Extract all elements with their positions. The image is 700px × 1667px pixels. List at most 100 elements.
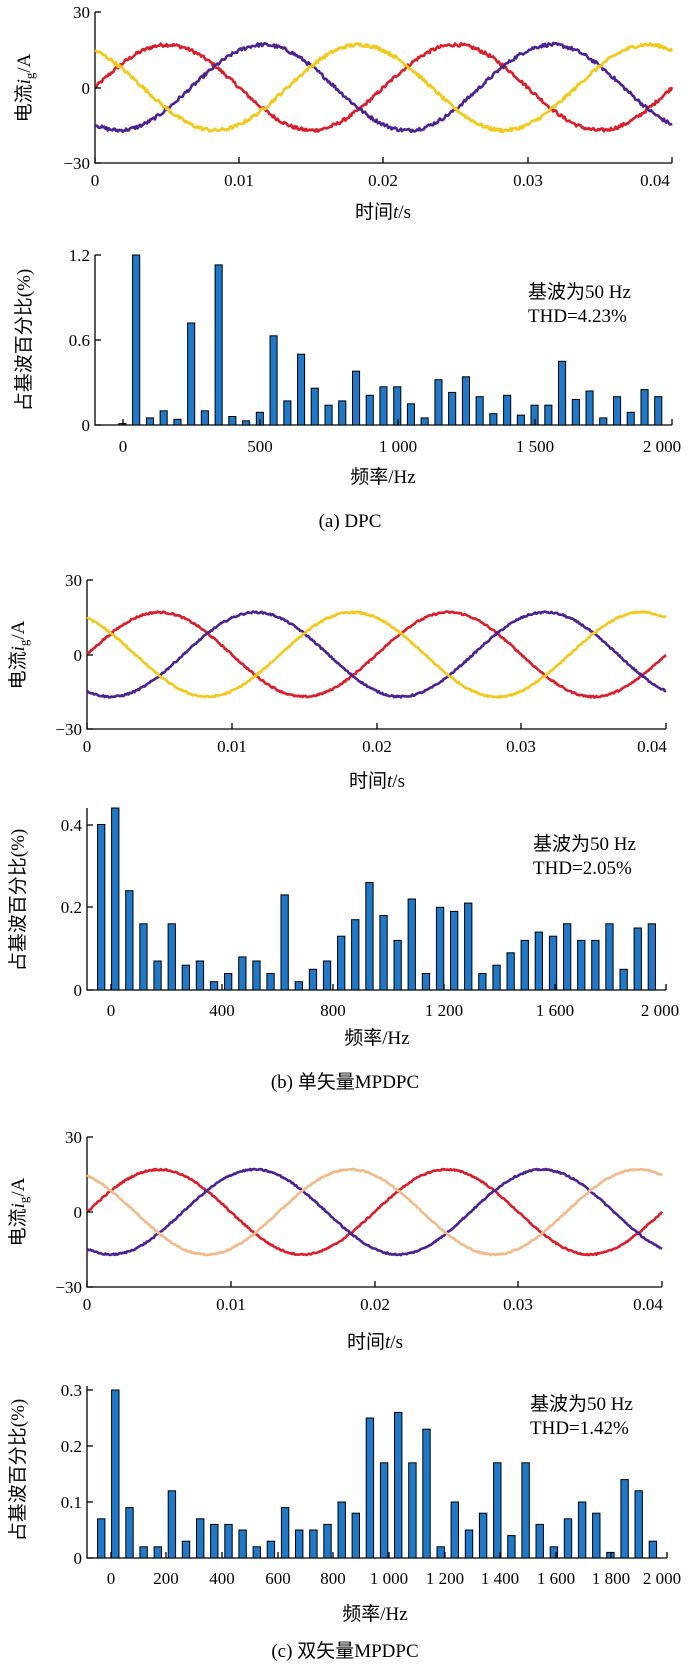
xtick-label: 0.04	[640, 171, 670, 190]
xtick-label: 0	[83, 737, 92, 756]
harmonic-ylabel-c: 占基波百分比(%)	[7, 1399, 29, 1541]
harmonic-bar	[634, 1490, 643, 1559]
harmonic-bar	[214, 264, 223, 426]
fundamental-note-a: 基波为50 Hz	[528, 281, 631, 303]
harmonic-bar	[434, 379, 443, 426]
current-ylabel-c: 电流ig/A	[7, 1177, 31, 1246]
harmonic-bar	[210, 1523, 219, 1559]
current-plot-b: 30 0 −30 0 0.01 0.02 0.03 0.04 电流ig/A 时间…	[7, 571, 667, 792]
harmonic-bar	[516, 414, 525, 426]
harmonic-xticks-c: 0 200 400 600 800 1 000 1 200 1 400 1 60…	[107, 1552, 681, 1588]
harmonic-plot-a: 1.2 0.6 0 0 500 1 000 1 500 2 000 占基波百分比…	[13, 246, 681, 488]
harmonic-bar	[224, 973, 233, 991]
panel-c: 30 0 −30 0 0.01 0.02 0.03 0.04 电流ig/A 时间…	[7, 1128, 681, 1662]
current-xlabel-a: 时间t/s	[355, 201, 411, 223]
current-xticks-c: 0 0.01 0.02 0.03 0.04	[83, 1281, 663, 1314]
harmonic-bar	[478, 1512, 488, 1559]
ytick-label: 30	[65, 1128, 82, 1147]
harmonic-bar	[563, 1518, 573, 1559]
ytick-label: 0.3	[61, 1381, 82, 1400]
ytick-label: 0	[82, 79, 91, 98]
harmonic-bar	[654, 396, 663, 426]
harmonic-bar	[448, 391, 457, 426]
harmonic-bars-c	[97, 1389, 658, 1559]
current-phase-line-2	[85, 610, 667, 699]
current-yticks-b: 30 0 −30	[55, 571, 93, 739]
xtick-label: 0.03	[503, 1295, 533, 1314]
harmonic-yticks-a: 1.2 0.6 0	[69, 246, 101, 435]
harmonic-bar	[252, 1546, 262, 1559]
ytick-label: 30	[65, 571, 82, 590]
xtick-label: 1 600	[537, 1569, 575, 1588]
harmonic-xticks-b: 0 400 800 1 200 1 600 2 000	[107, 984, 679, 1020]
harmonic-bar	[196, 1518, 205, 1559]
harmonic-bar	[577, 939, 586, 991]
harmonic-bar	[544, 404, 553, 426]
harmonic-bar	[379, 1462, 389, 1559]
harmonic-bar	[475, 396, 484, 426]
harmonic-bar	[592, 1512, 601, 1559]
harmonic-bar	[238, 1529, 247, 1559]
harmonic-bar	[420, 417, 429, 426]
harmonic-bar	[626, 411, 635, 426]
harmonic-bar	[309, 1529, 318, 1559]
harmonic-bar	[591, 939, 600, 991]
xtick-label: 200	[153, 1569, 179, 1588]
harmonic-bar	[125, 890, 134, 991]
xtick-label: 1 200	[425, 1001, 463, 1020]
harmonic-bar	[406, 403, 415, 426]
harmonic-bar	[167, 923, 176, 991]
xtick-label: 0.01	[216, 1295, 246, 1314]
harmonic-bar	[139, 923, 148, 991]
harmonic-bar	[228, 416, 237, 426]
harmonic-bar	[577, 1501, 587, 1559]
harmonic-bar	[393, 939, 402, 991]
current-phase-line-2	[86, 1167, 663, 1257]
harmonic-bar	[489, 413, 498, 426]
harmonic-bars-b	[97, 807, 657, 991]
current-phase-line-2	[94, 41, 673, 134]
harmonic-bar	[145, 417, 154, 426]
current-yticks-c: 30 0 −30	[55, 1128, 93, 1297]
xtick-label: 800	[320, 1001, 346, 1020]
panel-caption-c: (c) 双矢量MPDPC	[271, 1640, 418, 1662]
xtick-label: 0.03	[506, 737, 536, 756]
harmonic-bar	[493, 1462, 502, 1559]
xtick-label: 0	[91, 171, 100, 190]
harmonic-bar	[280, 894, 289, 991]
harmonic-bar	[520, 939, 529, 991]
harmonic-bar	[310, 387, 319, 426]
harmonic-bar	[337, 935, 346, 991]
harmonic-bar	[209, 981, 219, 991]
current-curves-a	[94, 41, 674, 134]
harmonic-bar	[200, 410, 209, 426]
xtick-label: 0	[83, 1295, 92, 1314]
harmonic-bar	[563, 923, 572, 991]
current-xlabel-c: 时间t/s	[347, 1331, 403, 1353]
harmonic-bar	[125, 1507, 134, 1559]
current-ylabel-a: 电流ig/A	[13, 53, 37, 122]
harmonic-xlabel-b: 频率/Hz	[344, 1027, 409, 1049]
harmonic-yticks-b: 0.4 0.2 0	[61, 816, 93, 1000]
harmonic-bar	[408, 1462, 417, 1559]
ytick-label: 0	[82, 416, 91, 435]
current-curves-c	[86, 1167, 664, 1257]
current-phase-line-1	[85, 610, 667, 699]
harmonic-plot-b: 0.4 0.2 0 0 400 800 1 200 1 600 2 000 占基…	[7, 807, 679, 1049]
harmonic-bar	[132, 254, 141, 426]
panel-b: 30 0 −30 0 0.01 0.02 0.03 0.04 电流ig/A 时间…	[7, 571, 679, 1093]
ytick-label: 0	[74, 981, 83, 1000]
current-xlabel-b: 时间t/s	[349, 770, 405, 792]
harmonic-bar	[633, 927, 642, 991]
harmonic-bar	[153, 960, 162, 991]
xtick-label: 0.02	[360, 1295, 390, 1314]
harmonic-bar	[521, 1462, 530, 1559]
xtick-label: 0.03	[513, 171, 543, 190]
harmonic-bar	[478, 973, 487, 991]
thd-note-b: THD=2.05%	[533, 858, 632, 879]
harmonic-bar	[337, 1501, 346, 1559]
xtick-label: 500	[247, 437, 273, 456]
harmonic-bar	[450, 910, 459, 991]
fundamental-note-c: 基波为50 Hz	[530, 1393, 633, 1415]
current-phase-line-1	[94, 42, 674, 133]
